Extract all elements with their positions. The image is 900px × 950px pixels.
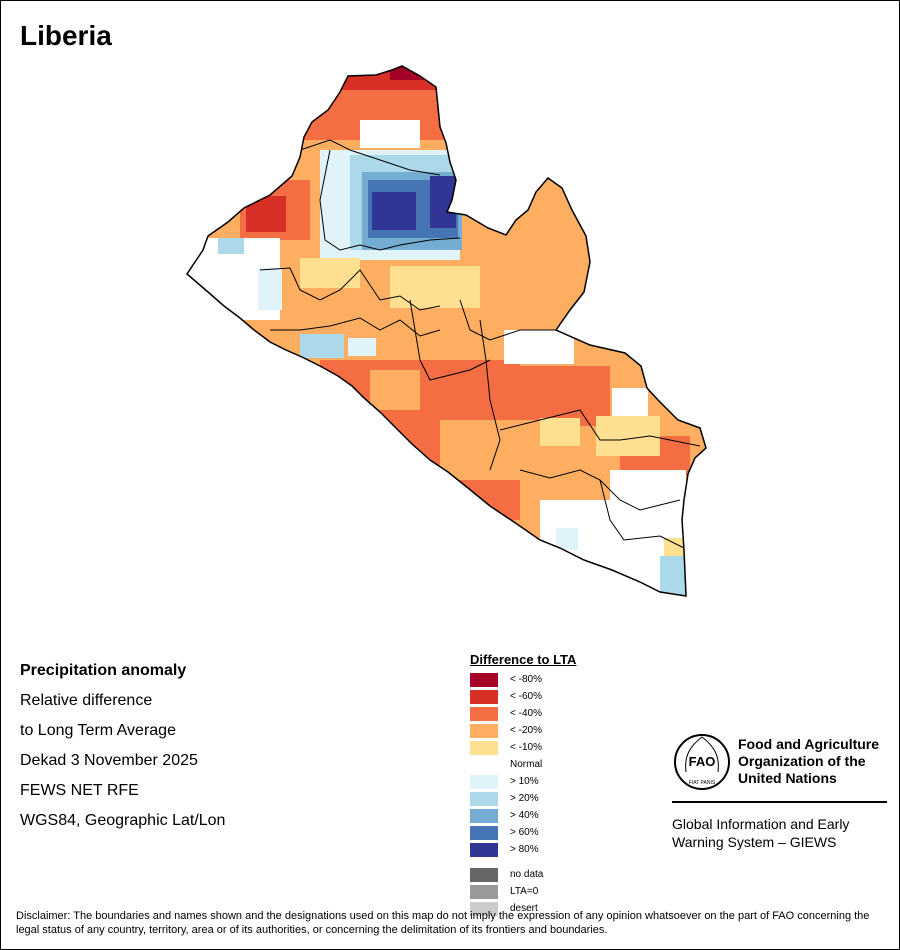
info-heading: Precipitation anomaly [20, 662, 187, 679]
legend-row: < -20% [470, 723, 576, 740]
giews-label: Global Information and Early Warning Sys… [672, 815, 849, 851]
county-boundary [499, 409, 701, 447]
legend-label: > 80% [510, 844, 539, 855]
county-boundaries [259, 139, 701, 549]
legend-swatch [470, 843, 498, 857]
county-boundary [299, 139, 441, 176]
anomaly-cell [664, 538, 686, 556]
anomaly-map [186, 65, 707, 597]
map-info: Precipitation anomaly Relative differenc… [20, 656, 225, 836]
legend-swatch [470, 868, 498, 882]
legend-swatch [470, 826, 498, 840]
fao-logo-icon: FAO FIAT PANIS [674, 734, 730, 790]
legend-label: > 20% [510, 793, 539, 804]
anomaly-cell [556, 528, 578, 550]
legend-label: < -60% [510, 691, 542, 702]
legend-swatch [470, 792, 498, 806]
info-line: FEWS NET RFE [20, 782, 139, 799]
anomaly-cell [500, 366, 610, 426]
legend-row: > 40% [470, 808, 576, 825]
anomaly-cell [300, 258, 360, 288]
legend-label: no data [510, 869, 544, 880]
county-boundary [319, 149, 461, 251]
anomaly-cell [390, 266, 480, 308]
anomaly-cell [218, 238, 244, 254]
legend-row: LTA=0 [470, 884, 576, 901]
anomaly-cell [610, 470, 686, 510]
info-line: Relative difference [20, 692, 153, 709]
anomaly-cell [372, 192, 416, 230]
legend-swatch [470, 707, 498, 721]
legend-label: LTA=0 [510, 886, 539, 897]
county-boundary [599, 479, 685, 549]
anomaly-cell [504, 330, 574, 364]
legend-label: > 40% [510, 810, 539, 821]
legend-label: > 60% [510, 827, 539, 838]
info-line: WGS84, Geographic Lat/Lon [20, 812, 226, 829]
legend-classes: < -80% < -60% < -40% < -20% < -10% Normal > 10… [470, 672, 576, 859]
legend-row: < -80% [470, 672, 576, 689]
legend-swatch [470, 885, 498, 899]
legend-row: > 60% [470, 825, 576, 842]
legend-row: > 80% [470, 842, 576, 859]
legend-swatch [470, 758, 498, 772]
county-boundary [479, 319, 501, 471]
anomaly-cell [348, 338, 376, 356]
anomaly-cell [360, 120, 420, 148]
legend-row: > 20% [470, 791, 576, 808]
legend-swatch [470, 741, 498, 755]
fao-name: Food and Agriculture Organization of the… [738, 736, 879, 787]
legend-label: < -10% [510, 742, 542, 753]
legend-row: < -10% [470, 740, 576, 757]
legend-label: > 10% [510, 776, 539, 787]
legend-row: < -60% [470, 689, 576, 706]
fao-name-line: United Nations [738, 770, 837, 786]
anomaly-cell [300, 334, 344, 358]
fao-name-line: Organization of the [738, 753, 866, 769]
legend-label: < -80% [510, 674, 542, 685]
anomaly-cell [258, 268, 282, 310]
legend-swatch [470, 902, 498, 916]
legend-row: desert [470, 901, 576, 918]
legend-swatch [470, 673, 498, 687]
legend-swatch [470, 690, 498, 704]
giews-line: Global Information and Early [672, 816, 850, 832]
legend-row: < -40% [470, 706, 576, 723]
county-boundary [409, 299, 491, 381]
info-line: to Long Term Average [20, 722, 176, 739]
fao-name-line: Food and Agriculture [738, 736, 880, 752]
fao-letters: FAO [689, 754, 716, 769]
fao-motto: FIAT PANIS [689, 780, 716, 786]
map-title: Liberia [20, 20, 112, 51]
legend-swatch [470, 775, 498, 789]
legend-row: > 10% [470, 774, 576, 791]
legend: Difference to LTA < -80% < -60% < -40% < -2… [470, 652, 576, 918]
fao-divider [672, 801, 887, 803]
legend-label: < -20% [510, 725, 542, 736]
info-line: Dekad 3 November 2025 [20, 752, 198, 769]
legend-row: Normal [470, 757, 576, 774]
legend-label: < -40% [510, 708, 542, 719]
legend-row: no data [470, 867, 576, 884]
legend-label: Normal [510, 759, 543, 770]
giews-line: Warning System – GIEWS [672, 834, 837, 850]
anomaly-cell [370, 370, 420, 410]
disclaimer: Disclaimer: The boundaries and names sho… [16, 910, 870, 936]
legend-extra: no data LTA=0 desert [470, 867, 576, 918]
legend-swatch [470, 809, 498, 823]
legend-swatch [470, 724, 498, 738]
legend-label: desert [510, 903, 538, 914]
anomaly-cell [540, 418, 580, 446]
county-boundary [270, 317, 441, 337]
county-boundary [459, 299, 560, 341]
legend-title: Difference to LTA [470, 652, 577, 667]
